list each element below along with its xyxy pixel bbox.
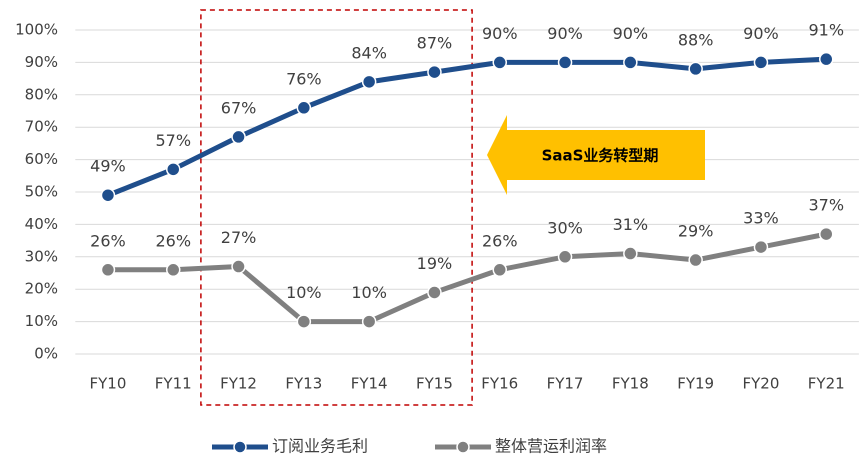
y-tick-label: 80%	[25, 85, 58, 103]
point	[361, 74, 377, 90]
point	[100, 187, 116, 203]
x-tick-label: FY16	[481, 375, 518, 393]
x-tick-label: FY14	[351, 375, 388, 393]
point	[427, 285, 442, 300]
y-tick-label: 10%	[25, 312, 58, 330]
point	[688, 61, 703, 77]
point	[753, 55, 769, 70]
value-label: 90%	[613, 24, 649, 43]
point	[623, 246, 638, 261]
grid	[75, 29, 859, 355]
value-label: 26%	[155, 231, 191, 250]
value-label: 67%	[221, 98, 257, 117]
value-label: 29%	[678, 222, 714, 241]
value-label: 57%	[155, 131, 191, 150]
value-label: 76%	[286, 69, 322, 88]
value-label: 26%	[90, 231, 126, 250]
y-tick-label: 60%	[25, 150, 58, 168]
value-label: 26%	[482, 231, 518, 250]
value-label: 33%	[743, 209, 779, 228]
value-label: 88%	[678, 30, 714, 49]
series-line	[107, 56, 827, 198]
value-label: 91%	[808, 21, 844, 40]
point	[688, 252, 703, 268]
value-label: 31%	[613, 215, 649, 234]
x-tick-label: FY17	[547, 375, 584, 393]
point	[557, 249, 573, 265]
legend-label: 整体营运利润率	[495, 437, 607, 456]
y-tick-label: 90%	[25, 53, 58, 71]
point	[231, 259, 246, 274]
x-tick-label: FY11	[155, 375, 192, 393]
series-line	[107, 231, 827, 325]
y-tick-label: 50%	[25, 183, 58, 201]
value-label: 27%	[221, 228, 257, 247]
point	[819, 226, 834, 242]
point	[557, 55, 573, 70]
point	[166, 262, 181, 278]
x-tick-label: FY21	[808, 375, 845, 393]
point	[296, 100, 312, 116]
value-label: 87%	[417, 34, 453, 53]
point	[753, 239, 769, 255]
y-tick-label: 0%	[34, 345, 58, 363]
x-tick-label: FY19	[677, 375, 714, 393]
value-label: 49%	[90, 157, 126, 176]
callout-arrow	[487, 115, 705, 195]
y-tick-label: 40%	[25, 215, 58, 233]
value-label: 90%	[743, 24, 779, 43]
x-tick-label: FY18	[612, 375, 649, 393]
point	[492, 262, 507, 278]
y-tick-label: 100%	[15, 21, 58, 39]
y-tick-label: 70%	[25, 118, 58, 136]
point	[231, 129, 246, 145]
point	[492, 55, 507, 70]
point	[427, 64, 442, 80]
legend-marker	[233, 440, 247, 454]
callout: SaaS业务转型期	[487, 115, 705, 195]
annotation: SaaS业务转型期	[542, 147, 659, 165]
point	[361, 314, 377, 329]
legend-marker	[456, 440, 470, 454]
legend-label: 订阅业务毛利	[272, 437, 368, 456]
value-label: 10%	[351, 283, 387, 302]
point	[100, 262, 116, 278]
y-tick-label: 20%	[25, 280, 58, 298]
point	[819, 51, 834, 67]
x-tick-label: FY15	[416, 375, 453, 393]
highlight-box	[200, 9, 473, 406]
point	[623, 55, 638, 70]
x-tick-label: FY12	[220, 375, 257, 393]
value-label: 90%	[547, 24, 583, 43]
x-tick-label: FY13	[285, 375, 322, 393]
point	[166, 162, 181, 177]
x-tick-label: FY10	[90, 375, 127, 393]
point	[296, 314, 312, 329]
value-label: 90%	[482, 24, 518, 43]
value-label: 37%	[808, 196, 844, 215]
y-tick-label: 30%	[25, 247, 58, 265]
value-label: 10%	[286, 283, 322, 302]
value-label: 19%	[417, 254, 453, 273]
value-label: 84%	[351, 43, 387, 62]
x-tick-label: FY20	[743, 375, 780, 393]
value-label: 30%	[547, 218, 583, 237]
